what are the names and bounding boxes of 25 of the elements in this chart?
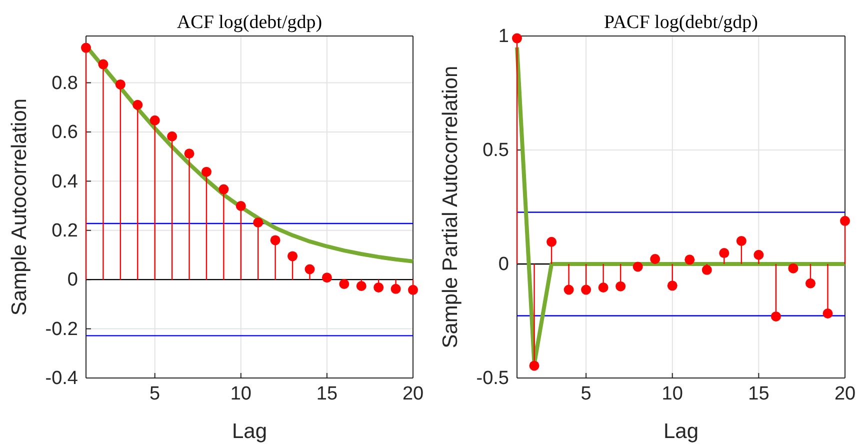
chart-title: PACF log(debt/gdp) — [604, 12, 758, 33]
x-tick-label: 5 — [580, 383, 592, 404]
x-tick-label: 10 — [230, 383, 252, 404]
y-tick-label: 0 — [498, 254, 509, 276]
x-tick-label: 20 — [402, 383, 424, 404]
chart-title: ACF log(debt/gdp) — [176, 12, 322, 33]
y-axis-title: Sample Partial Autocorrelation — [439, 66, 462, 348]
x-tick-label: 15 — [748, 383, 770, 404]
y-tick-label: -0.2 — [45, 318, 78, 340]
y-tick-label: 0.6 — [52, 122, 78, 144]
y-tick-label: 0 — [67, 270, 78, 291]
x-tick-label: 20 — [834, 383, 856, 404]
y-tick-label: 0.8 — [52, 72, 78, 94]
y-tick-label: 0.5 — [482, 140, 509, 162]
y-axis-title: Sample Autocorrelation — [8, 98, 31, 316]
x-tick-label: 15 — [316, 383, 338, 404]
x-axis-title: Lag — [663, 420, 699, 443]
y-tick-label: 0.4 — [52, 171, 78, 192]
y-tick-label: 0.2 — [52, 220, 78, 242]
x-tick-label: 10 — [662, 383, 683, 404]
y-tick-label: -0.4 — [45, 368, 78, 390]
x-tick-label: 5 — [150, 383, 160, 404]
y-tick-label: -0.5 — [476, 368, 509, 390]
x-axis-title: Lag — [232, 420, 268, 443]
y-tick-label: 1 — [498, 26, 509, 48]
